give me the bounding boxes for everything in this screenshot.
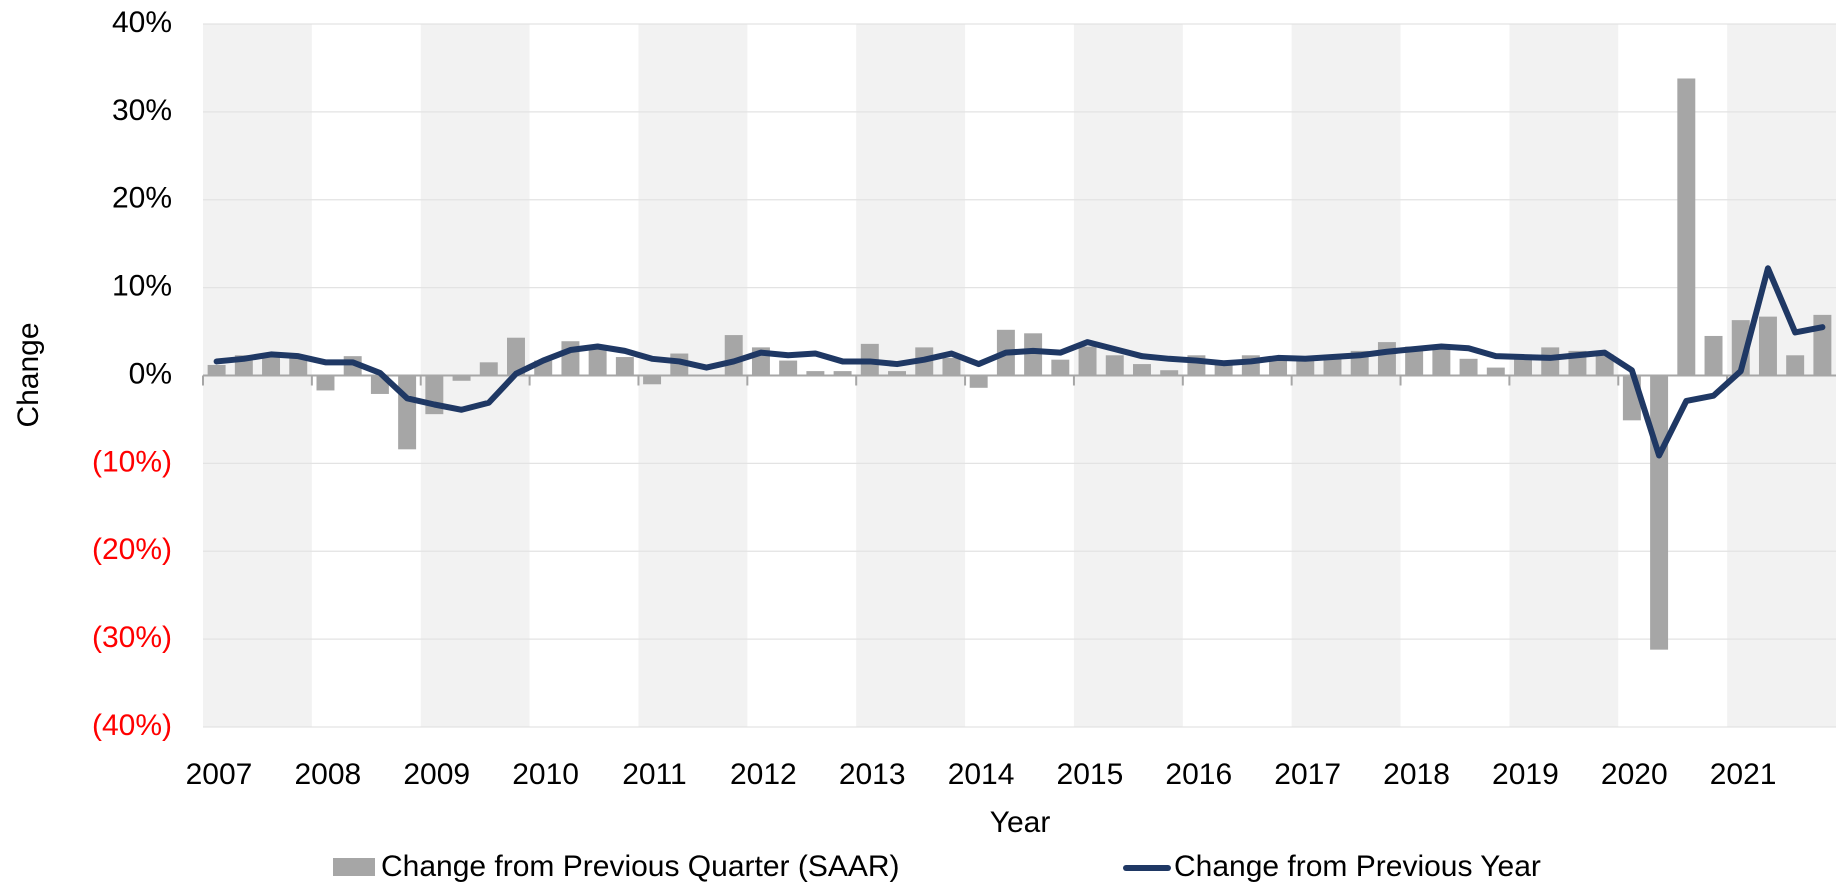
y-tick-label: (40%) [92, 709, 172, 742]
bar [207, 364, 226, 376]
bar [1813, 314, 1832, 376]
bar [1105, 355, 1124, 376]
bar [452, 375, 471, 381]
x-axis-label: Year [990, 806, 1051, 839]
legend-label: Change from Previous Quarter (SAAR) [381, 850, 900, 883]
bar [479, 362, 498, 376]
bar [806, 371, 825, 376]
x-tick-label: 2007 [186, 758, 253, 791]
bar [779, 360, 798, 376]
x-tick-label: 2019 [1492, 758, 1559, 791]
bar [1024, 333, 1043, 376]
y-tick-label: (20%) [92, 533, 172, 566]
bar [1677, 78, 1696, 376]
bar [1269, 357, 1288, 376]
bar [1486, 367, 1505, 376]
bar [969, 375, 988, 388]
y-tick-label: (10%) [92, 445, 172, 478]
bar [1405, 346, 1424, 376]
bar [643, 375, 662, 385]
bar [724, 335, 743, 376]
bar [888, 371, 907, 376]
bar [398, 375, 417, 450]
bar [588, 349, 607, 376]
x-tick-label: 2011 [622, 758, 687, 791]
bar [1078, 346, 1097, 376]
bar [1160, 370, 1179, 376]
bar [316, 375, 335, 391]
bar [1541, 347, 1560, 376]
bar [1595, 354, 1614, 376]
bar [507, 337, 525, 376]
bar [615, 357, 634, 376]
y-tick-label: 20% [112, 182, 172, 215]
bar [1758, 316, 1777, 376]
x-tick-label: 2016 [1165, 758, 1232, 791]
bar [262, 355, 281, 376]
bar [1459, 358, 1478, 376]
x-tick-label: 2013 [839, 758, 906, 791]
x-tick-label: 2010 [512, 758, 579, 791]
y-tick-label: 10% [112, 270, 172, 303]
x-tick-label: 2020 [1601, 758, 1668, 791]
y-tick-label: 40% [112, 6, 172, 39]
bar [1214, 364, 1233, 376]
y-tick-label: (30%) [92, 621, 172, 654]
bar [1650, 375, 1669, 650]
bar [1051, 359, 1070, 376]
bar [833, 371, 852, 376]
x-tick-label: 2018 [1383, 758, 1450, 791]
bar [1377, 342, 1396, 376]
bar [942, 357, 961, 376]
x-tick-label: 2014 [948, 758, 1015, 791]
x-tick-label: 2021 [1710, 758, 1777, 791]
x-tick-label: 2015 [1057, 758, 1124, 791]
bar [1132, 364, 1151, 376]
bar [1786, 355, 1805, 376]
y-tick-label: 0% [129, 357, 172, 390]
y-tick-label: 30% [112, 94, 172, 127]
bar [1296, 357, 1315, 376]
legend-label: Change from Previous Year [1174, 850, 1541, 883]
x-tick-label: 2012 [730, 758, 797, 791]
x-tick-label: 2017 [1274, 758, 1341, 791]
y-axis-label: Change [12, 322, 45, 427]
bar [1432, 346, 1451, 376]
bar [1704, 335, 1723, 376]
bar [289, 357, 308, 376]
x-tick-label: 2009 [403, 758, 470, 791]
legend-swatch [333, 858, 375, 876]
x-tick-label: 2008 [294, 758, 361, 791]
line [213, 265, 1826, 459]
